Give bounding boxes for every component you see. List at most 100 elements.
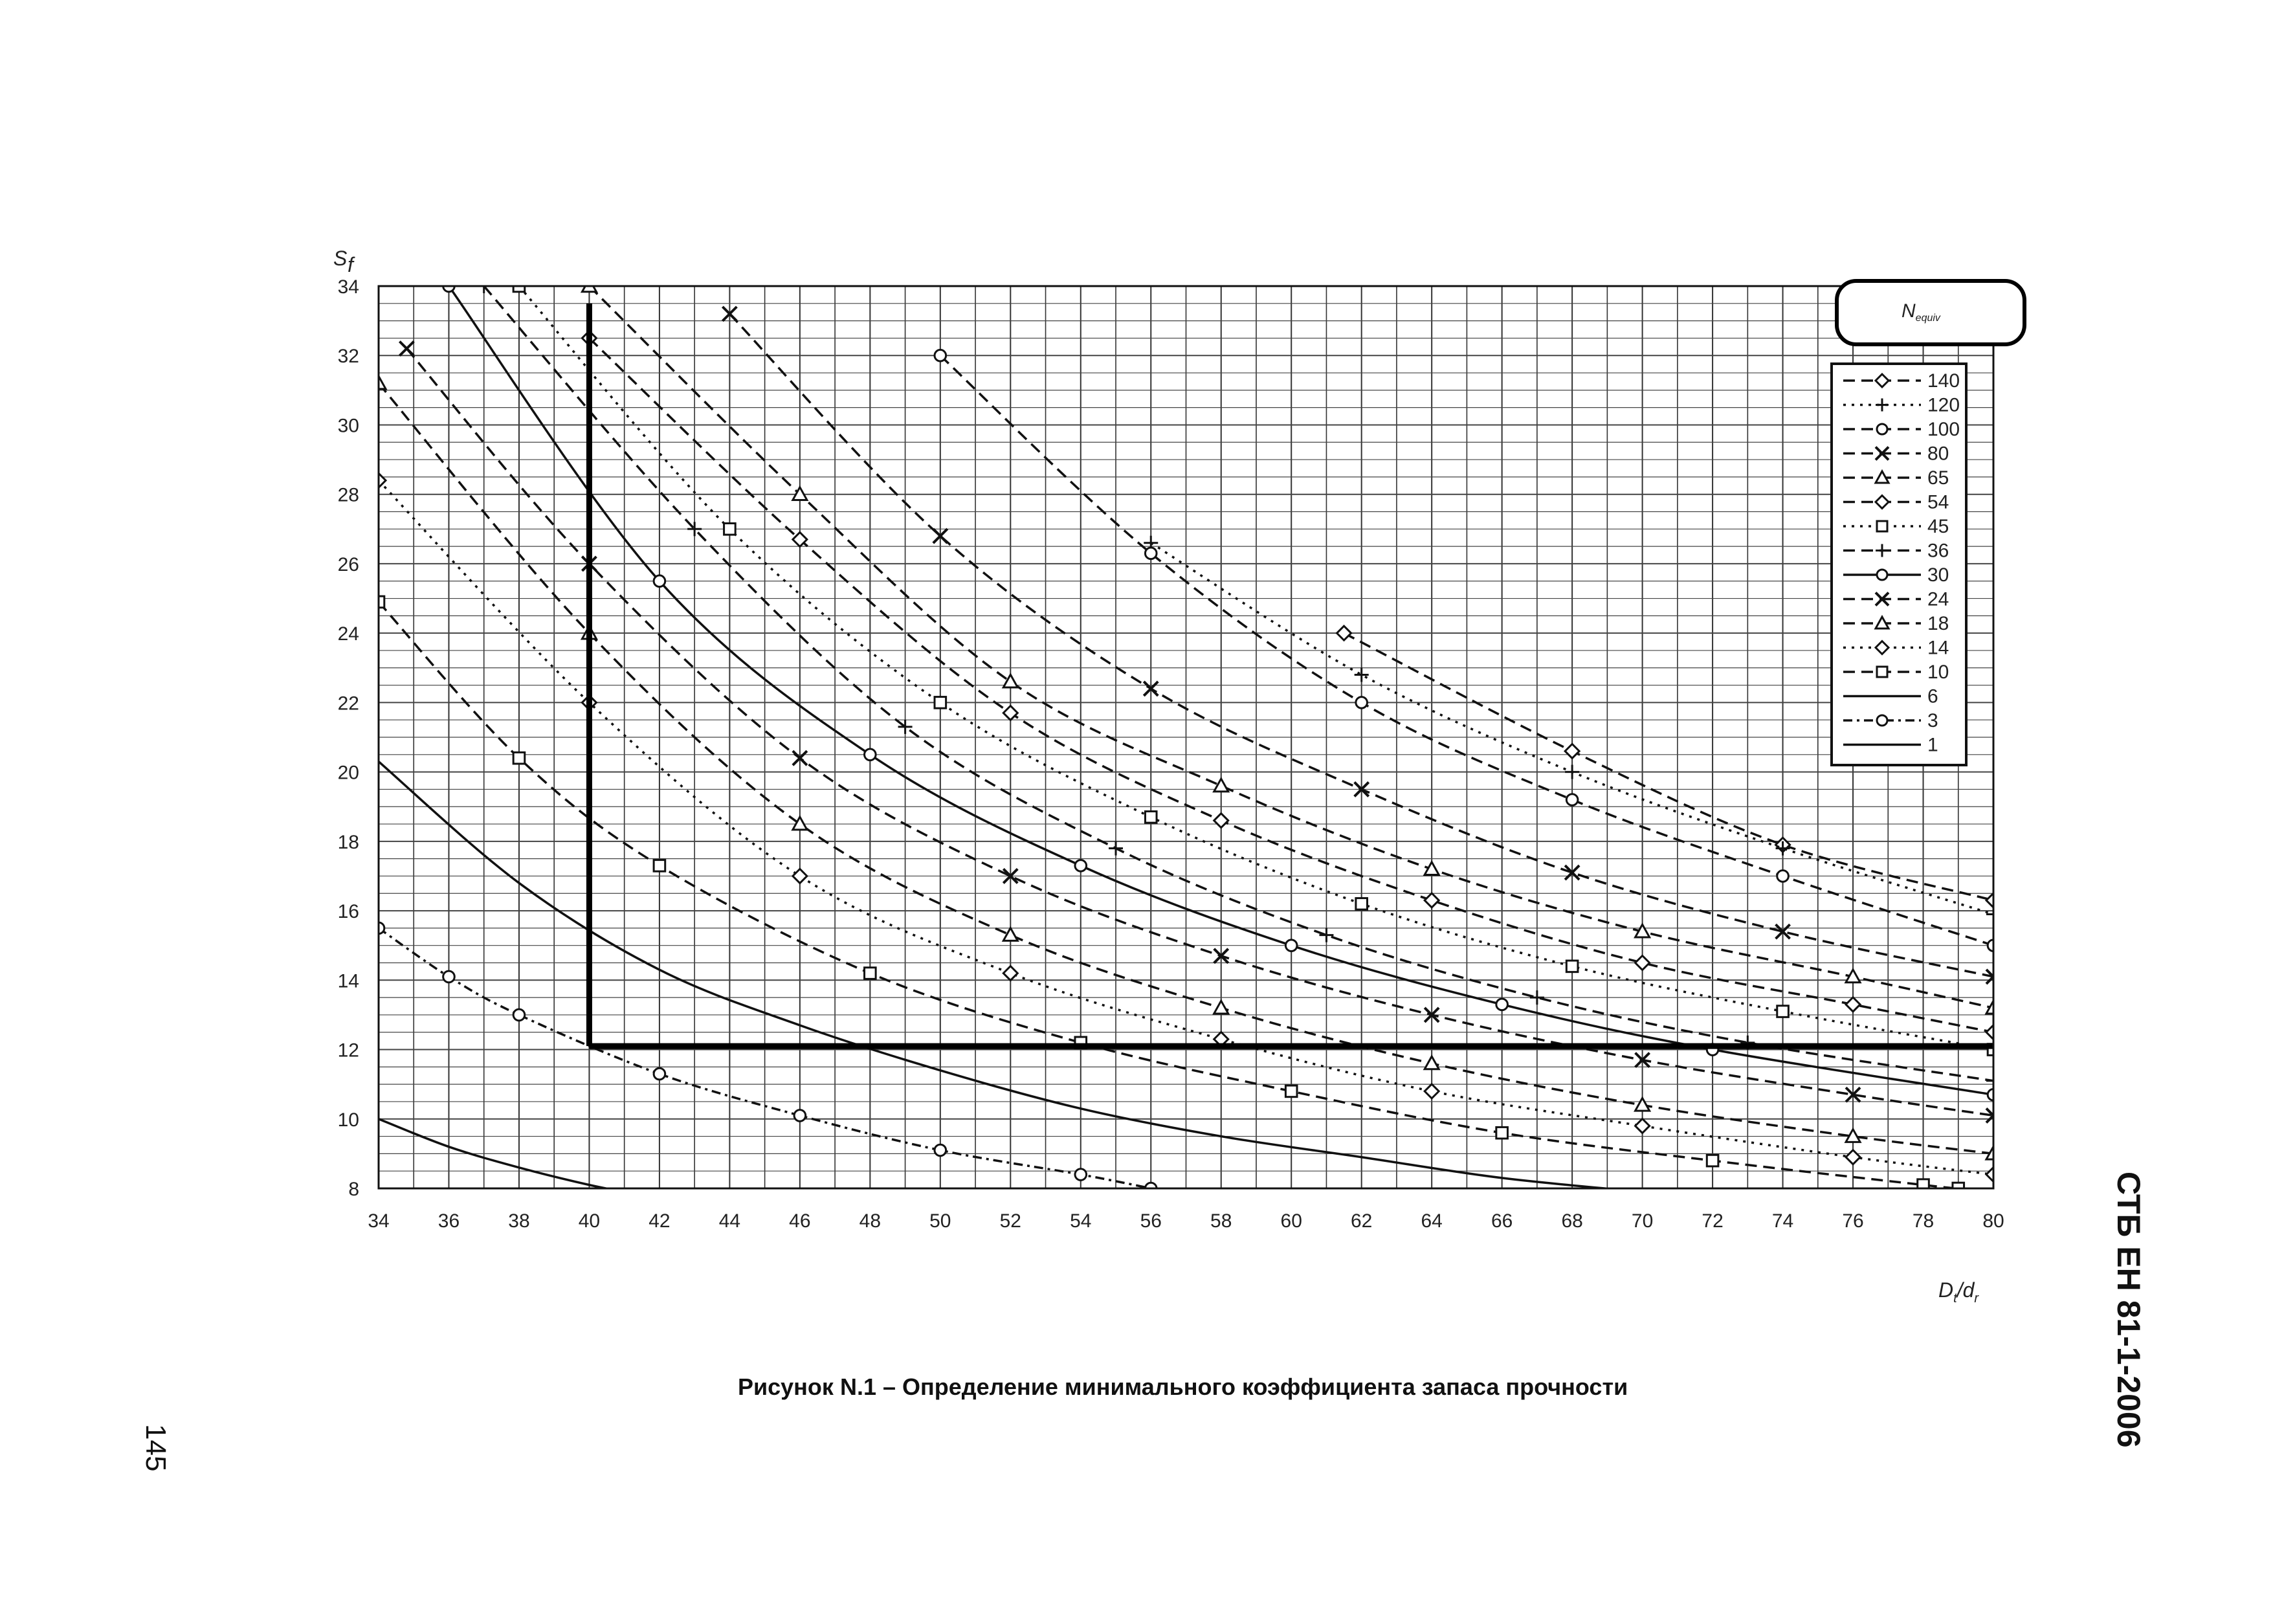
marker-triangle xyxy=(791,814,809,831)
y-tick-label: 20 xyxy=(338,762,359,784)
legend-label: 24 xyxy=(1927,589,1949,610)
marker-triangle xyxy=(1423,1054,1441,1071)
x-tick-label: 76 xyxy=(1842,1210,1863,1232)
marker-diamond xyxy=(1844,1148,1862,1166)
legend-entry: 30 xyxy=(1843,564,1949,586)
marker-circle xyxy=(1495,997,1509,1012)
marker-x-a xyxy=(1985,968,1993,979)
x-tick-label: 80 xyxy=(1982,1210,2004,1232)
x-tick-label: 70 xyxy=(1632,1210,1653,1232)
chart-axes: 34 36 38 40 42 44 46 48 50 52 54 56 58 60 62 64 66 68 70 72… xyxy=(333,247,2004,1306)
marker-circle xyxy=(1074,859,1088,873)
legend-entry: 3 xyxy=(1843,710,1938,731)
legend-entry: 18 xyxy=(1843,613,1949,634)
legend-entry: 100 xyxy=(1843,419,1960,440)
marker-x-b xyxy=(398,340,415,357)
legend-label: 1 xyxy=(1927,735,1938,756)
legend-label: 14 xyxy=(1927,638,1949,659)
marker-square xyxy=(1705,1153,1720,1168)
marker-x-b xyxy=(1985,975,1993,985)
marker-x-b xyxy=(1985,1113,1993,1124)
marker-circle xyxy=(863,748,877,762)
series-10 xyxy=(379,595,1966,1188)
marker-circle xyxy=(1284,939,1298,952)
x-tick-label: 38 xyxy=(508,1210,529,1232)
y-tick-label: 16 xyxy=(338,901,359,922)
marker-diamond xyxy=(1634,954,1651,972)
y-tick-label: 32 xyxy=(338,346,359,367)
marker-square xyxy=(933,696,948,709)
marker-diamond xyxy=(791,531,808,548)
series-line xyxy=(379,927,1151,1188)
x-tick-label: 50 xyxy=(929,1210,951,1232)
series-45 xyxy=(512,286,1993,1056)
x-tick-label: 66 xyxy=(1491,1210,1513,1232)
marker-triangle xyxy=(1984,1144,1993,1161)
legend-label: 80 xyxy=(1927,443,1949,465)
legend-entry: 6 xyxy=(1843,686,1938,707)
series-18 xyxy=(379,374,1993,1161)
y-tick-label: 12 xyxy=(338,1040,359,1062)
marker-triangle xyxy=(379,374,388,390)
y-tick-label: 30 xyxy=(338,415,359,436)
marker-triangle xyxy=(1844,967,1862,984)
marker-square xyxy=(652,859,667,873)
marker-diamond xyxy=(1634,1117,1651,1135)
x-tick-label: 48 xyxy=(859,1210,881,1232)
marker-circle xyxy=(1876,423,1889,436)
marker-circle xyxy=(933,348,948,362)
series-65 xyxy=(580,286,1993,1015)
legend-label: 120 xyxy=(1927,395,1960,416)
marker-square xyxy=(1284,1084,1298,1098)
marker-triangle xyxy=(1634,922,1652,939)
marker-square xyxy=(1565,959,1579,973)
legend-entry: 36 xyxy=(1843,540,1949,562)
marker-diamond xyxy=(791,867,808,885)
y-tick-label: 34 xyxy=(338,276,359,298)
marker-square xyxy=(1144,810,1158,824)
legend-entry: 140 xyxy=(1843,370,1960,392)
y-tick-label: 22 xyxy=(338,693,359,714)
marker-square xyxy=(1495,1126,1509,1140)
marker-square xyxy=(863,966,877,980)
x-tick-label: 62 xyxy=(1351,1210,1372,1232)
x-tick-label: 64 xyxy=(1421,1210,1442,1232)
page-number: 145 xyxy=(140,1424,172,1472)
marker-diamond xyxy=(1002,964,1019,982)
marker-x-b xyxy=(1564,864,1580,881)
marker-circle xyxy=(1776,869,1790,883)
x-tick-label: 34 xyxy=(368,1210,389,1232)
legend-entry: 80 xyxy=(1843,443,1949,465)
chart-grid xyxy=(378,285,1994,1189)
series-line xyxy=(1343,632,1993,902)
legend-entry: 45 xyxy=(1843,516,1949,537)
x-axis-label: Dt/dr xyxy=(1938,1278,1979,1306)
marker-diamond xyxy=(1874,640,1890,656)
legend-entry: 1 xyxy=(1843,735,1938,756)
series-line xyxy=(379,1118,612,1188)
reference-lines xyxy=(586,303,1993,1049)
x-tick-label: 40 xyxy=(579,1210,600,1232)
legend-entry: 120 xyxy=(1843,395,1960,416)
marker-triangle xyxy=(1844,1127,1862,1143)
legend-label: 100 xyxy=(1927,419,1960,440)
marker-diamond xyxy=(1423,1082,1441,1100)
series-140 xyxy=(1335,625,1993,909)
marker-x-a xyxy=(1985,1107,1993,1118)
x-tick-label: 52 xyxy=(1000,1210,1021,1232)
marker-square xyxy=(1355,897,1368,911)
marker-circle xyxy=(442,970,456,984)
marker-circle xyxy=(512,1008,526,1022)
marker-circle xyxy=(1876,714,1889,727)
series-line xyxy=(379,480,1993,1176)
marker-triangle xyxy=(1874,469,1890,484)
marker-circle xyxy=(1144,546,1158,561)
legend-label: 140 xyxy=(1927,370,1960,392)
series-24 xyxy=(398,340,1993,1124)
x-tick-label: 74 xyxy=(1772,1210,1793,1232)
marker-circle xyxy=(1876,568,1889,581)
marker-x-b xyxy=(1775,923,1791,940)
marker-triangle xyxy=(1634,1096,1652,1112)
